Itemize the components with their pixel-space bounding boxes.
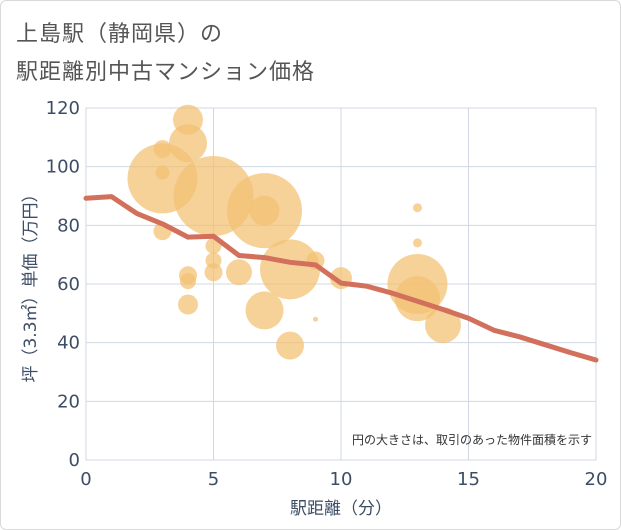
y-tick-label: 80 — [57, 215, 80, 236]
bubble-point — [169, 124, 207, 163]
bubble-point — [249, 195, 280, 226]
average-price-line — [83, 194, 599, 363]
y-tick-label: 20 — [57, 391, 80, 412]
bubble-point — [245, 291, 284, 330]
bubble-point — [313, 316, 318, 322]
x-tick-label: 20 — [585, 469, 608, 490]
x-tick-label: 0 — [80, 469, 91, 490]
bubble-point — [425, 307, 461, 344]
bubble-point — [276, 331, 304, 360]
bubble-size-note: 円の大きさは、取引のあった物件面積を示す — [352, 432, 592, 447]
chart-title-line-1: 上島駅（静岡県）の — [16, 22, 224, 47]
bubble-point — [204, 263, 223, 282]
y-tick-label: 120 — [46, 98, 80, 119]
x-axis-title: 駅距離（分） — [290, 499, 392, 519]
chart-title-line-2: 駅距離別中古マンション価格 — [16, 60, 316, 85]
y-tick-label: 0 — [69, 450, 80, 471]
bubble-point — [395, 276, 440, 322]
y-axis-title: 坪（3.3㎡）単価（万円） — [21, 185, 41, 382]
y-tick-label: 60 — [57, 274, 80, 295]
bubble-point — [178, 294, 198, 315]
x-tick-label: 15 — [457, 469, 480, 490]
bubble-point — [413, 238, 422, 248]
bubble-point — [180, 273, 196, 290]
bubble-point — [260, 239, 320, 300]
bubble-point — [413, 203, 422, 213]
x-tick-label: 5 — [208, 469, 219, 490]
y-tick-label: 40 — [57, 333, 80, 354]
bubble-point — [226, 259, 252, 286]
y-tick-label: 100 — [46, 157, 80, 178]
x-tick-label: 10 — [330, 469, 353, 490]
